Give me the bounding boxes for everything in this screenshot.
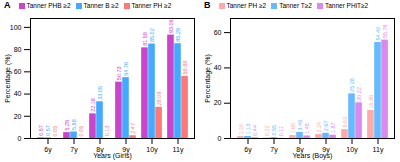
svg-text:8y: 8y	[296, 146, 304, 154]
svg-text:0.44: 0.44	[252, 125, 258, 136]
svg-text:0: 0	[18, 135, 22, 142]
svg-text:6y: 6y	[244, 146, 252, 154]
svg-text:81.59: 81.59	[142, 32, 148, 46]
html-text:Tanner PH ≥2: Tanner PH ≥2	[226, 2, 267, 9]
html-text:A: A	[4, 0, 11, 10]
svg-text:0.05: 0.05	[78, 126, 84, 137]
svg-text:0: 0	[218, 135, 222, 142]
svg-text:25.28: 25.28	[349, 78, 355, 92]
svg-text:1.87: 1.87	[330, 122, 336, 133]
html-text:B: B	[204, 0, 211, 10]
svg-text:54.40: 54.40	[375, 27, 381, 41]
svg-text:0.13: 0.13	[104, 126, 110, 137]
svg-text:0.55: 0.55	[271, 125, 277, 136]
svg-text:15.86: 15.86	[368, 95, 374, 109]
svg-text:0.57: 0.57	[45, 125, 51, 136]
svg-text:5.29: 5.29	[64, 120, 70, 131]
svg-text:20: 20	[14, 113, 22, 120]
svg-text:85.29: 85.29	[175, 28, 181, 42]
svg-text:3.45: 3.45	[297, 120, 303, 131]
svg-text:55.88: 55.88	[182, 61, 188, 75]
svg-text:2.47: 2.47	[130, 123, 136, 134]
svg-text:11y: 11y	[173, 146, 184, 154]
svg-text:7y: 7y	[270, 146, 278, 154]
svg-text:7y: 7y	[70, 146, 78, 154]
svg-text:Years (Boys): Years (Boys)	[293, 152, 333, 160]
svg-text:0.57: 0.57	[38, 125, 44, 136]
svg-text:93.06: 93.06	[168, 19, 174, 33]
svg-text:0.05: 0.05	[52, 126, 58, 137]
svg-text:20: 20	[214, 99, 222, 106]
svg-text:1.10: 1.10	[238, 124, 244, 135]
svg-text:5.88: 5.88	[71, 119, 77, 130]
html-text:Tanner B ≥2: Tanner B ≥2	[83, 2, 119, 9]
svg-text:80: 80	[14, 46, 22, 53]
svg-text:60: 60	[214, 29, 222, 36]
svg-text:20.22: 20.22	[356, 87, 362, 101]
svg-text:60: 60	[14, 68, 22, 75]
svg-text:1.13: 1.13	[245, 124, 251, 135]
svg-text:2.97: 2.97	[323, 121, 329, 132]
svg-text:100: 100	[10, 24, 22, 31]
svg-text:Percentage (%): Percentage (%)	[204, 54, 212, 103]
svg-text:10y: 10y	[346, 146, 358, 154]
svg-text:Percentage (%): Percentage (%)	[4, 54, 12, 103]
svg-text:0.11: 0.11	[278, 126, 284, 136]
svg-text:Years (Girls): Years (Girls)	[93, 152, 132, 160]
svg-text:1.45: 1.45	[304, 123, 310, 134]
svg-text:33.05: 33.05	[97, 86, 103, 100]
svg-text:8y: 8y	[96, 146, 104, 154]
svg-text:40: 40	[214, 64, 222, 71]
svg-text:50.73: 50.73	[116, 66, 122, 80]
svg-text:6y: 6y	[44, 146, 52, 154]
html-text:Tanner T≥2: Tanner T≥2	[279, 2, 312, 9]
svg-text:10y: 10y	[146, 146, 158, 154]
svg-text:0.22: 0.22	[264, 125, 270, 136]
svg-text:9y: 9y	[122, 146, 130, 154]
html-text:Tanner PH ≥2: Tanner PH ≥2	[131, 2, 172, 9]
svg-text:9y: 9y	[322, 146, 330, 154]
svg-text:55.76: 55.76	[382, 24, 388, 38]
html-text:Tanner PHB ≥2: Tanner PHB ≥2	[26, 2, 71, 9]
svg-text:28.09: 28.09	[156, 92, 162, 106]
svg-text:54.76: 54.76	[123, 62, 129, 76]
svg-text:85.02: 85.02	[149, 28, 155, 42]
svg-text:5.03: 5.03	[342, 117, 348, 128]
html-text:Tanner PHiT≥2: Tanner PHiT≥2	[324, 2, 369, 9]
svg-text:2.24: 2.24	[316, 122, 322, 133]
svg-text:11y: 11y	[373, 146, 384, 154]
svg-text:1.65: 1.65	[290, 123, 296, 134]
svg-text:40: 40	[14, 90, 22, 97]
svg-text:22.18: 22.18	[90, 98, 96, 112]
